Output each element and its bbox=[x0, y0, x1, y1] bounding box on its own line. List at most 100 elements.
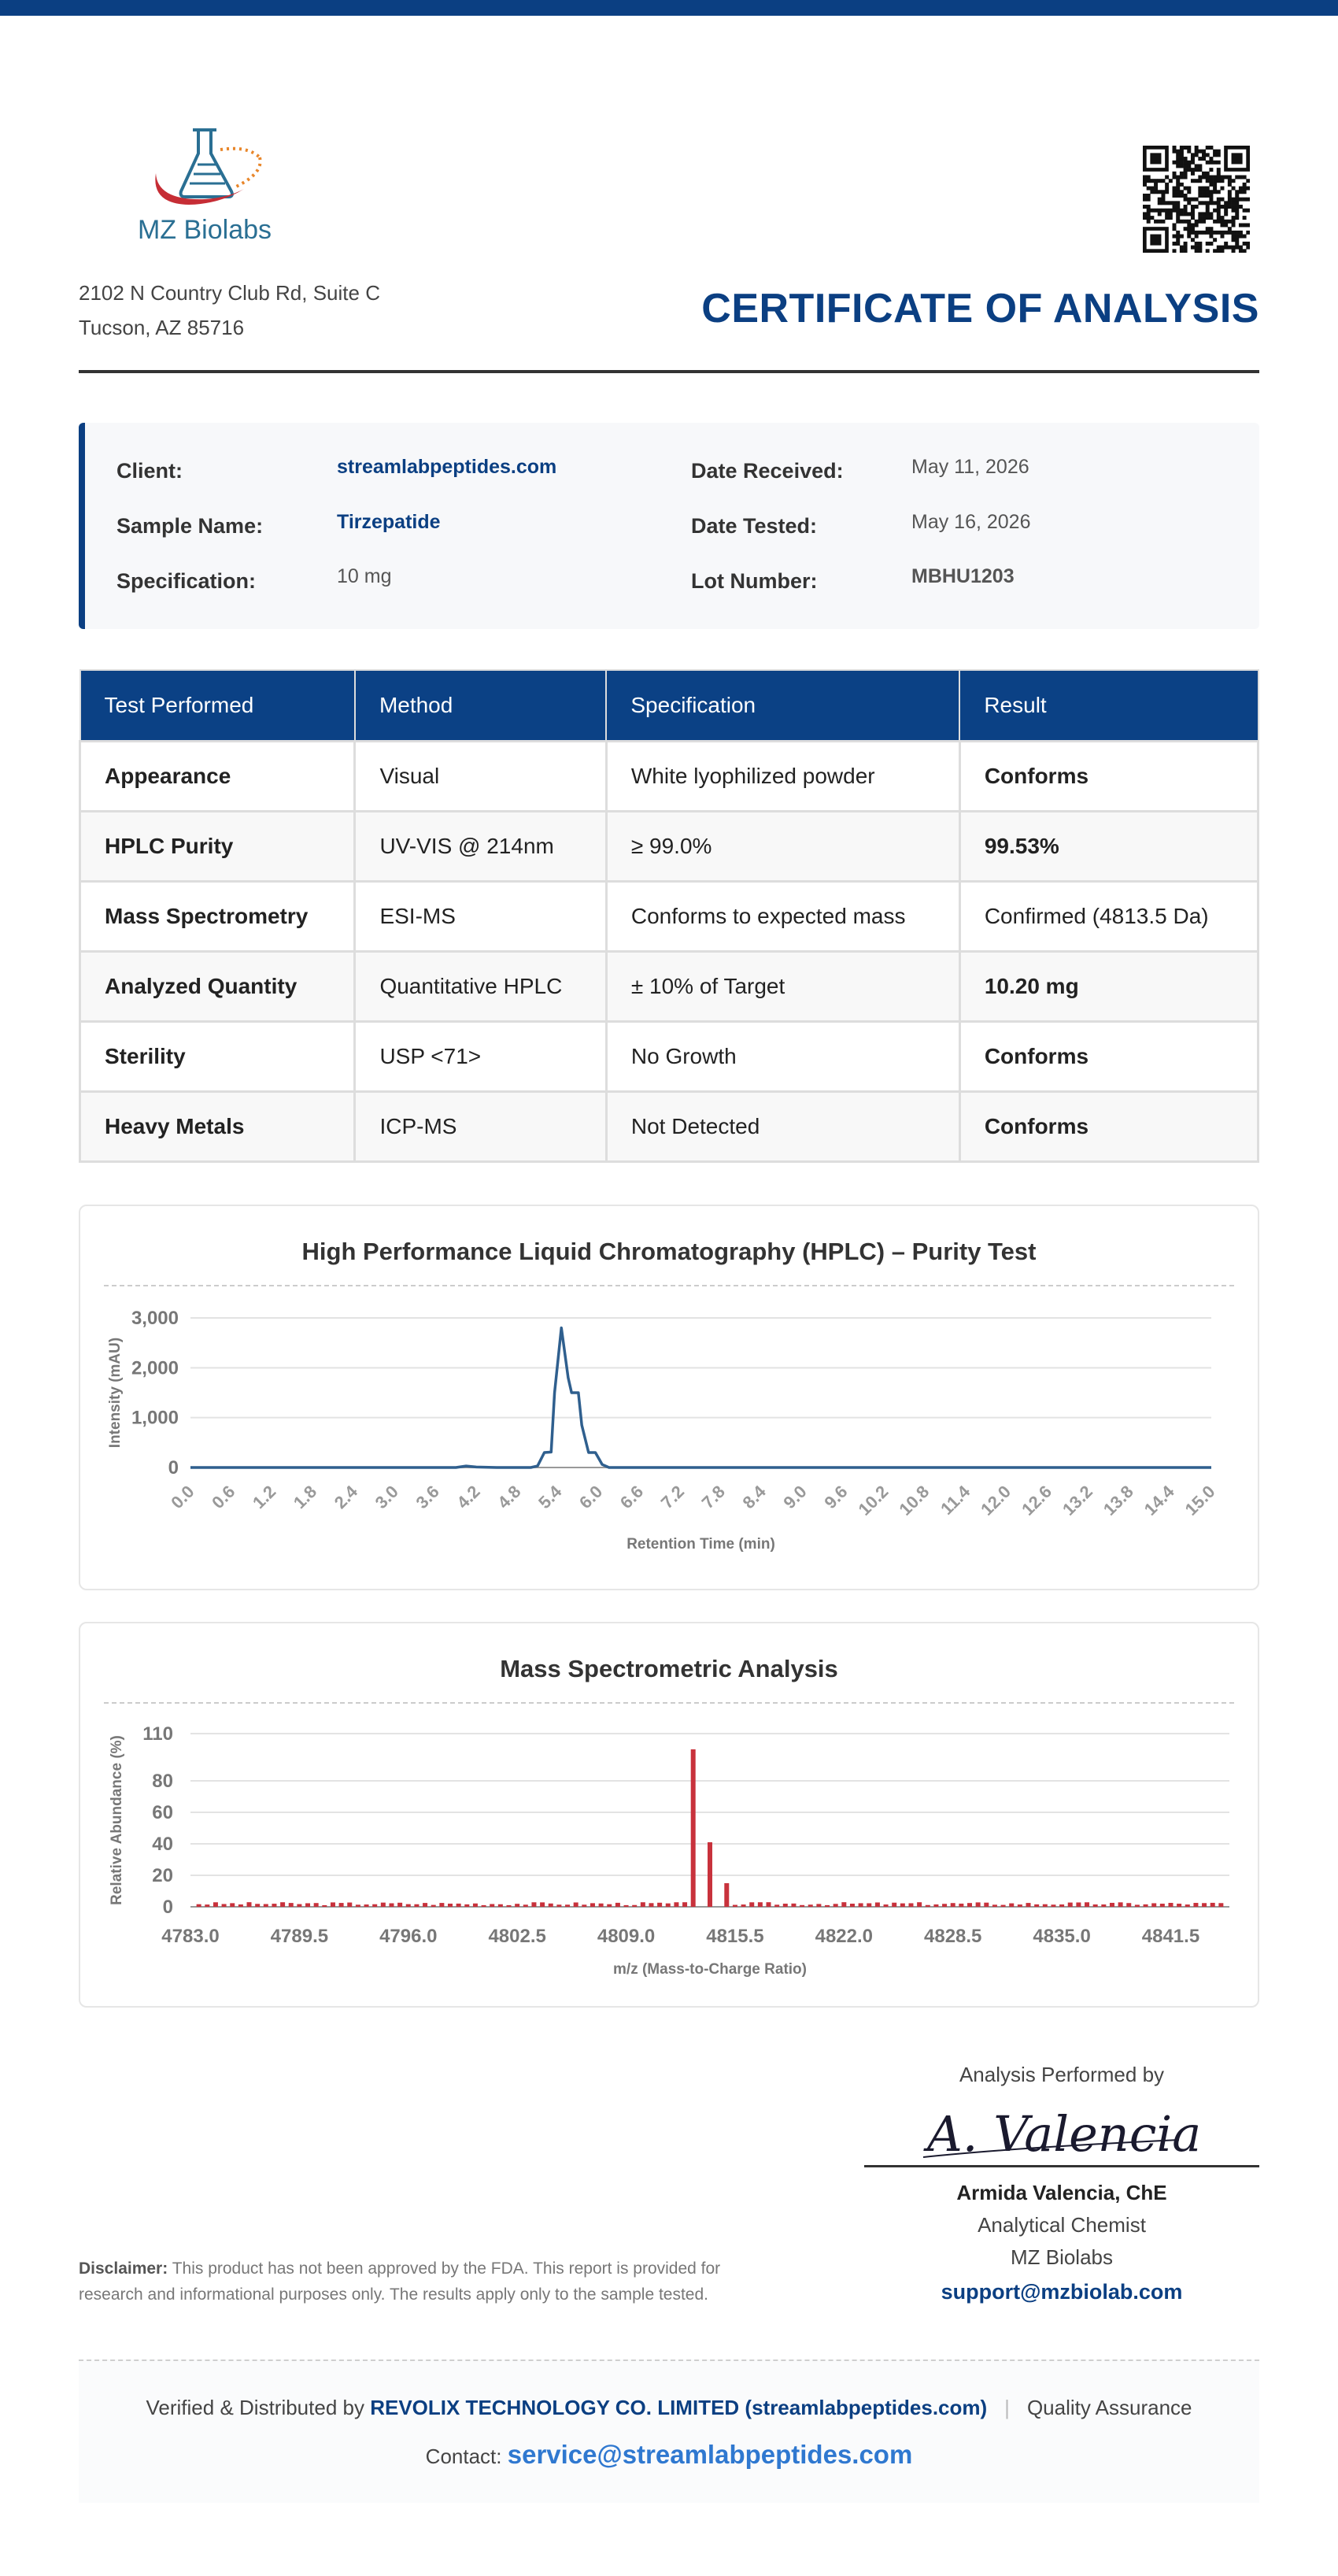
qr-module bbox=[1187, 219, 1192, 224]
qr-module bbox=[1202, 219, 1207, 224]
qr-module bbox=[1194, 223, 1199, 228]
test-result: Conforms bbox=[958, 1020, 1260, 1093]
qr-module bbox=[1246, 241, 1250, 246]
ms-noise-bar bbox=[908, 1903, 914, 1907]
qr-module bbox=[1213, 238, 1218, 242]
qr-module bbox=[1179, 249, 1184, 253]
qr-module bbox=[1143, 179, 1147, 183]
ms-noise-bar bbox=[196, 1904, 201, 1907]
qr-module bbox=[1143, 193, 1147, 198]
qr-module bbox=[1198, 216, 1203, 220]
test-name: Sterility bbox=[78, 1020, 357, 1093]
ms-noise-bar bbox=[313, 1903, 319, 1907]
qr-module bbox=[1205, 201, 1210, 205]
hplc-x-tick-label: 6.6 bbox=[616, 1482, 647, 1512]
qr-module bbox=[1190, 179, 1195, 183]
qr-module bbox=[1143, 182, 1147, 187]
ms-y-tick-label: 60 bbox=[152, 1802, 173, 1823]
hplc-x-tick-label: 7.2 bbox=[657, 1482, 688, 1512]
company-logo: MZ Biolabs bbox=[110, 122, 272, 248]
qr-module bbox=[1161, 197, 1166, 202]
qr-module bbox=[1146, 175, 1151, 180]
ms-noise-bar bbox=[1067, 1902, 1073, 1907]
lot-number-label: Lot Number: bbox=[691, 569, 818, 593]
qr-module bbox=[1187, 149, 1192, 154]
qr-module bbox=[1209, 157, 1214, 161]
qr-module bbox=[1205, 216, 1210, 220]
ms-noise-bar bbox=[1134, 1904, 1140, 1907]
ms-noise-bar bbox=[1034, 1904, 1040, 1907]
quality-assurance-label: Quality Assurance bbox=[1026, 2396, 1192, 2419]
qr-module bbox=[1231, 186, 1236, 191]
ms-y-tick-label: 20 bbox=[152, 1865, 173, 1886]
test-method: Visual bbox=[353, 740, 608, 812]
ms-noise-bar bbox=[272, 1904, 277, 1907]
ms-noise-bar bbox=[497, 1904, 503, 1907]
qr-module bbox=[1242, 208, 1247, 213]
qr-module bbox=[1205, 205, 1210, 209]
ms-noise-bar bbox=[1092, 1904, 1098, 1907]
ms-noise-bar bbox=[623, 1904, 629, 1907]
qr-module bbox=[1227, 245, 1232, 250]
contact-email-link[interactable]: service@streamlabpeptides.com bbox=[507, 2440, 913, 2469]
qr-module bbox=[1209, 201, 1214, 205]
qr-module bbox=[1183, 249, 1188, 253]
qr-module bbox=[1231, 234, 1236, 239]
qr-module bbox=[1150, 216, 1155, 220]
qr-module bbox=[1231, 219, 1236, 224]
ms-noise-bar bbox=[1085, 1902, 1090, 1907]
ms-noise-bar bbox=[338, 1903, 344, 1907]
ms-peak-bar bbox=[708, 1842, 712, 1907]
analyst-organization: MZ Biolabs bbox=[1010, 2245, 1114, 2269]
qr-module bbox=[1161, 219, 1166, 224]
qr-module bbox=[1176, 193, 1181, 198]
qr-module bbox=[1161, 190, 1166, 194]
ms-noise-bar bbox=[841, 1902, 847, 1907]
qr-module bbox=[1205, 153, 1210, 157]
qr-module bbox=[1183, 175, 1188, 180]
qr-module bbox=[1183, 208, 1188, 213]
qr-module bbox=[1198, 157, 1203, 161]
qr-module bbox=[1238, 234, 1243, 239]
qr-module bbox=[1231, 230, 1236, 235]
hplc-x-tick-label: 3.6 bbox=[412, 1482, 443, 1512]
qr-module bbox=[1172, 201, 1177, 205]
test-result: Confirmed (4813.5 Da) bbox=[958, 880, 1260, 953]
analysis-performed-label: Analysis Performed by bbox=[959, 2063, 1165, 2086]
qr-module bbox=[1220, 223, 1225, 228]
ms-noise-bar bbox=[766, 1902, 771, 1907]
qr-module bbox=[1198, 175, 1203, 180]
qr-module bbox=[1202, 230, 1207, 235]
test-name: Appearance bbox=[78, 740, 357, 812]
hplc-x-tick-label: 5.4 bbox=[534, 1481, 566, 1512]
qr-module bbox=[1176, 164, 1181, 168]
qr-module bbox=[1246, 223, 1250, 228]
qr-module bbox=[1157, 212, 1162, 217]
qr-module bbox=[1216, 216, 1221, 220]
ms-noise-bar bbox=[1017, 1904, 1022, 1907]
ms-noise-bar bbox=[1151, 1903, 1157, 1907]
qr-module bbox=[1246, 179, 1250, 183]
test-name: Mass Spectrometry bbox=[78, 880, 357, 953]
qr-module bbox=[1205, 175, 1210, 180]
ms-noise-bar bbox=[230, 1903, 235, 1907]
distributor-company: REVOLIX TECHNOLOGY CO. LIMITED (streamla… bbox=[370, 2396, 988, 2419]
hplc-chart-title: High Performance Liquid Chromatography (… bbox=[301, 1238, 1037, 1265]
ms-noise-bar bbox=[1118, 1902, 1123, 1907]
qr-module bbox=[1216, 205, 1221, 209]
ms-noise-bar bbox=[1109, 1902, 1114, 1907]
qr-module bbox=[1235, 230, 1240, 235]
qr-module bbox=[1235, 205, 1240, 209]
table-row: Heavy Metals ICP-MS Not Detected Conform… bbox=[78, 1090, 1260, 1163]
qr-module bbox=[1172, 146, 1177, 150]
analyst-email-link[interactable]: support@mzbiolab.com bbox=[941, 2280, 1183, 2304]
qr-module bbox=[1238, 205, 1243, 209]
ms-x-tick-label: 4802.5 bbox=[488, 1926, 545, 1947]
ms-noise-bar bbox=[900, 1903, 905, 1907]
test-specification: No Growth bbox=[604, 1020, 961, 1093]
qr-code-icon[interactable] bbox=[1143, 146, 1250, 253]
qr-module bbox=[1209, 216, 1214, 220]
qr-module bbox=[1157, 208, 1162, 213]
qr-module bbox=[1242, 249, 1247, 253]
qr-module bbox=[1190, 223, 1195, 228]
